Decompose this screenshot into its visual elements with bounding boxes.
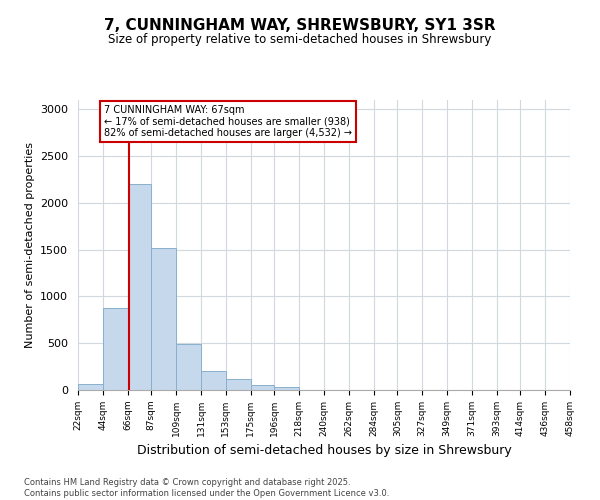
Text: Size of property relative to semi-detached houses in Shrewsbury: Size of property relative to semi-detach…: [109, 32, 491, 46]
Bar: [176, 344, 201, 390]
Bar: [226, 379, 251, 390]
X-axis label: Distribution of semi-detached houses by size in Shrewsbury: Distribution of semi-detached houses by …: [137, 444, 511, 458]
Bar: [201, 372, 226, 390]
Bar: [128, 184, 151, 390]
Bar: [103, 308, 128, 390]
Text: 7 CUNNINGHAM WAY: 67sqm
← 17% of semi-detached houses are smaller (938)
82% of s: 7 CUNNINGHAM WAY: 67sqm ← 17% of semi-de…: [104, 104, 352, 138]
Bar: [251, 385, 274, 390]
Bar: [151, 248, 176, 390]
Y-axis label: Number of semi-detached properties: Number of semi-detached properties: [25, 142, 35, 348]
Bar: [274, 387, 299, 390]
Bar: [78, 384, 103, 390]
Text: 7, CUNNINGHAM WAY, SHREWSBURY, SY1 3SR: 7, CUNNINGHAM WAY, SHREWSBURY, SY1 3SR: [104, 18, 496, 32]
Text: Contains HM Land Registry data © Crown copyright and database right 2025.
Contai: Contains HM Land Registry data © Crown c…: [24, 478, 389, 498]
